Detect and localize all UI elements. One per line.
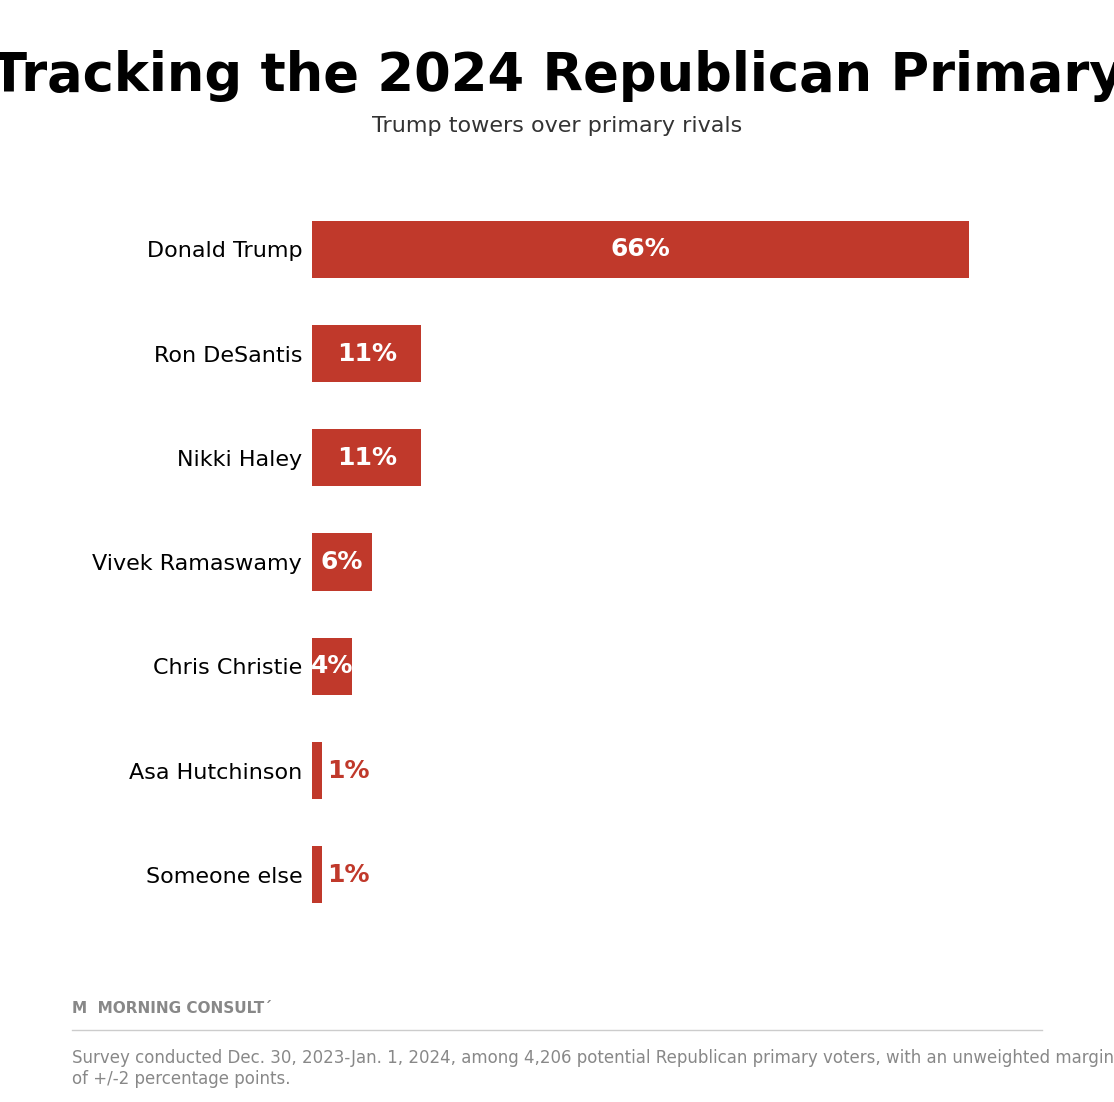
Text: 1%: 1% <box>326 758 370 782</box>
Bar <box>312 846 322 904</box>
Text: Trump towers over primary rivals: Trump towers over primary rivals <box>372 116 742 136</box>
Bar <box>312 220 969 278</box>
Bar <box>312 638 352 695</box>
Text: Survey conducted Dec. 30, 2023-Jan. 1, 2024, among 4,206 potential Republican pr: Survey conducted Dec. 30, 2023-Jan. 1, 2… <box>72 1049 1114 1088</box>
Text: 11%: 11% <box>336 446 397 469</box>
Bar <box>312 533 372 591</box>
Bar <box>312 429 421 486</box>
Bar <box>312 742 322 799</box>
Text: 4%: 4% <box>311 655 353 678</box>
Text: 1%: 1% <box>326 863 370 887</box>
Text: Tracking the 2024 Republican Primary: Tracking the 2024 Republican Primary <box>0 50 1114 101</box>
Text: M  MORNING CONSULT´: M MORNING CONSULT´ <box>72 1001 272 1016</box>
Bar <box>312 325 421 382</box>
Text: 6%: 6% <box>321 550 363 574</box>
Text: 11%: 11% <box>336 342 397 366</box>
Text: 66%: 66% <box>610 237 671 261</box>
